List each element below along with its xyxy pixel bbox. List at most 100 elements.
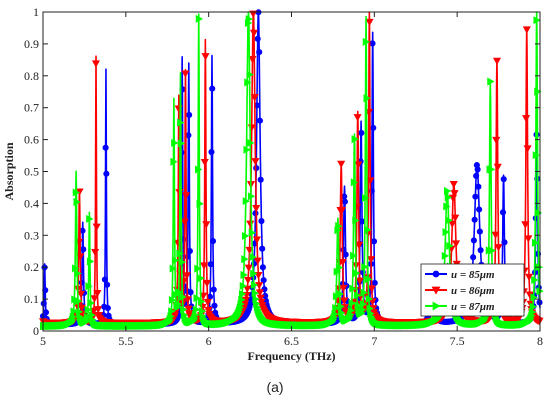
data-point	[487, 165, 496, 174]
data-point	[528, 308, 537, 317]
data-point	[241, 231, 250, 240]
data-point	[183, 296, 192, 304]
data-point	[444, 193, 453, 202]
data-point	[171, 256, 180, 265]
data-point	[175, 288, 183, 297]
data-point	[86, 214, 94, 223]
data-point	[473, 172, 480, 179]
data-point	[240, 270, 248, 279]
data-point	[238, 295, 246, 304]
data-point	[445, 216, 453, 225]
data-point	[192, 310, 200, 320]
data-point	[243, 276, 253, 285]
data-point	[103, 170, 110, 177]
data-point	[362, 37, 371, 46]
y-axis-title: Absorption	[2, 142, 16, 200]
data-point	[444, 186, 452, 196]
data-point	[340, 297, 349, 305]
data-point	[40, 300, 47, 307]
data-point	[255, 289, 264, 297]
data-point	[354, 301, 362, 310]
data-point	[181, 70, 190, 78]
data-point	[367, 285, 376, 293]
data-point	[260, 277, 267, 284]
legend-label-prefix: u = 86	[451, 285, 480, 297]
data-point	[169, 264, 177, 273]
y-tick-label: 0.1	[24, 292, 39, 306]
data-point	[104, 281, 111, 288]
data-point	[522, 115, 531, 123]
data-point	[364, 275, 373, 284]
data-point	[529, 302, 538, 311]
legend-entry: u = 86μm	[425, 285, 495, 297]
data-point	[355, 277, 364, 285]
data-point	[250, 94, 259, 102]
data-point	[73, 197, 81, 207]
data-point	[524, 235, 533, 243]
data-point	[352, 216, 360, 225]
data-point	[197, 274, 205, 283]
legend-swatch-marker	[431, 286, 441, 295]
data-point	[209, 85, 216, 92]
data-point	[209, 238, 217, 245]
legend-entry: u = 85μm	[425, 269, 495, 281]
data-point	[332, 303, 340, 313]
y-tick-label: 0.4	[24, 196, 39, 210]
legend-entry: u = 87μm	[425, 301, 495, 313]
data-point	[477, 247, 484, 254]
legend-swatch-marker	[432, 301, 441, 311]
data-point	[252, 210, 259, 217]
data-point	[474, 166, 481, 173]
data-point	[360, 288, 368, 297]
legend: u = 85μm u = 86μm u = 87μm	[420, 263, 525, 317]
data-point	[204, 306, 213, 315]
x-tick-label: 8	[537, 334, 543, 348]
data-point	[347, 306, 356, 315]
data-point	[93, 290, 102, 298]
data-point	[359, 305, 367, 314]
y-tick-label: 0.9	[24, 37, 39, 51]
data-point	[252, 205, 261, 213]
data-point	[91, 60, 100, 68]
axes-layer: 5 5.5 6 6.5 7 7.5 8 0 0.1 0.2 0.3 0.4 0.5 0.6 0.7 0.8 0.…	[24, 5, 543, 348]
data-point	[171, 138, 179, 148]
data-point	[249, 252, 257, 262]
data-point	[534, 87, 542, 96]
data-point	[353, 269, 361, 278]
data-point	[338, 258, 347, 267]
data-point	[256, 294, 265, 303]
data-point	[177, 139, 186, 148]
data-point	[42, 309, 50, 316]
data-point	[211, 302, 218, 309]
data-point	[76, 290, 86, 299]
x-tick-label: 5	[40, 334, 46, 348]
data-point	[521, 221, 530, 229]
data-point	[85, 282, 93, 291]
data-point	[202, 279, 212, 288]
data-point	[340, 246, 347, 253]
data-point	[331, 310, 339, 319]
data-point	[177, 118, 185, 127]
data-point	[86, 257, 95, 266]
data-point	[239, 281, 248, 290]
data-point	[370, 124, 377, 131]
x-tick-label: 7.5	[450, 334, 465, 348]
data-point	[250, 269, 258, 278]
data-point	[350, 251, 358, 260]
data-point	[94, 306, 103, 314]
x-tick-label: 6	[206, 334, 212, 348]
data-point	[250, 280, 259, 289]
data-point	[74, 269, 82, 278]
data-point	[256, 117, 264, 124]
data-point	[491, 231, 500, 239]
data-point	[523, 145, 532, 153]
data-point	[354, 161, 363, 169]
data-point	[494, 244, 503, 252]
data-point	[525, 273, 534, 282]
data-point	[471, 216, 478, 223]
data-point	[355, 241, 364, 250]
data-point	[358, 129, 365, 137]
data-point	[366, 304, 374, 313]
data-point	[76, 253, 85, 261]
